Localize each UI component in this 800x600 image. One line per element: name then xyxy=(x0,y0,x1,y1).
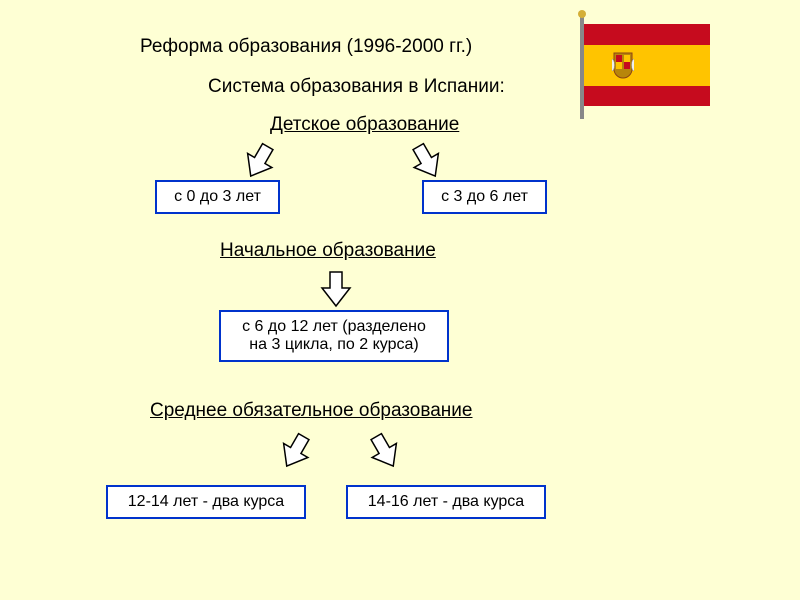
box-line1: с 6 до 12 лет (разделено xyxy=(242,318,426,335)
box-line2: на 3 цикла, по 2 курса) xyxy=(249,336,418,353)
arrow-icon xyxy=(361,427,410,480)
arrow-icon xyxy=(320,270,352,313)
section3-heading: Среднее обязательное образование xyxy=(150,400,472,422)
flag-stripe-red-top xyxy=(584,24,710,45)
box-age-3-6: с 3 до 6 лет xyxy=(422,180,547,214)
coat-of-arms-icon xyxy=(612,51,634,79)
flag-stripe-red-bottom xyxy=(584,86,710,107)
box-age-6-12: с 6 до 12 лет (разделено на 3 цикла, по … xyxy=(219,310,449,362)
box-age-12-14: 12-14 лет - два курса xyxy=(106,485,306,519)
system-subtitle: Система образования в Испании: xyxy=(208,76,505,98)
spain-flag xyxy=(580,20,710,115)
page-title: Реформа образования (1996-2000 гг.) xyxy=(140,36,472,58)
flag-cloth xyxy=(584,24,710,106)
flag-pole-finial xyxy=(578,10,586,18)
box-age-14-16: 14-16 лет - два курса xyxy=(346,485,546,519)
section2-heading: Начальное образование xyxy=(220,240,436,262)
section1-heading: Детское образование xyxy=(270,114,459,136)
arrow-icon xyxy=(269,427,318,480)
flag-stripe-yellow xyxy=(584,45,710,86)
